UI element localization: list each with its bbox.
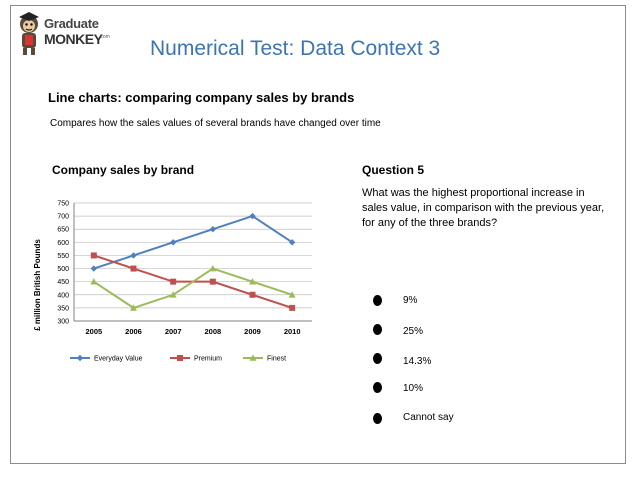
point-everyday-value-2007 xyxy=(169,239,177,246)
logo-text-graduate: Graduate xyxy=(44,16,99,31)
point-premium-2010 xyxy=(289,304,296,311)
point-premium-2008 xyxy=(209,278,216,285)
series-line-finest xyxy=(93,267,293,309)
y-tick-350: 350 xyxy=(57,305,69,312)
y-tick-550: 550 xyxy=(57,253,69,260)
point-finest-2006 xyxy=(130,304,137,311)
point-premium-2007 xyxy=(170,278,177,285)
x-tick-2010: 2010 xyxy=(284,327,301,336)
point-everyday-value-2010 xyxy=(288,239,296,246)
y-tick-700: 700 xyxy=(57,214,69,221)
point-finest-2005 xyxy=(90,278,98,285)
y-tick-650: 650 xyxy=(57,227,69,234)
option-label-5: Cannot say xyxy=(403,412,454,423)
x-tick-2009: 2009 xyxy=(244,327,261,336)
option-label-4: 10% xyxy=(403,383,424,394)
legend-label-everyday-value: Everyday Value xyxy=(94,356,143,363)
option-radio-5[interactable] xyxy=(373,413,382,424)
y-axis-label: £ million British Pounds xyxy=(33,239,42,331)
legend-label-finest: Finest xyxy=(267,356,286,363)
point-everyday-value-2005 xyxy=(90,265,98,272)
section-subheading: Compares how the sales values of several… xyxy=(50,118,381,129)
y-tick-300: 300 xyxy=(57,319,69,326)
y-tick-600: 600 xyxy=(57,240,69,247)
logo-text-monkey: MONKEY xyxy=(44,31,103,47)
y-tick-450: 450 xyxy=(57,279,69,286)
graduate-monkey-logo: Graduate MONKEY .com xyxy=(14,12,110,64)
y-tick-750: 750 xyxy=(57,201,69,208)
x-tick-labels: 2005 2006 2007 2008 2009 2010 xyxy=(85,327,300,336)
y-tick-500: 500 xyxy=(57,266,69,273)
monkey-icon xyxy=(19,12,39,55)
y-tick-labels: 300 350 400 450 500 550 600 650 700 750 xyxy=(57,201,69,326)
chart-axes xyxy=(73,203,312,322)
legend-marker-premium xyxy=(177,355,183,361)
point-everyday-value-2008 xyxy=(209,226,217,233)
option-radio-2[interactable] xyxy=(373,324,382,335)
x-tick-2006: 2006 xyxy=(125,327,142,336)
option-radio-3[interactable] xyxy=(373,353,382,364)
point-premium-2006 xyxy=(130,265,137,272)
legend-label-premium: Premium xyxy=(194,356,222,363)
section-heading: Line charts: comparing company sales by … xyxy=(48,90,355,105)
y-tick-400: 400 xyxy=(57,292,69,299)
slide-frame xyxy=(10,5,626,464)
option-label-1: 9% xyxy=(403,295,418,306)
question-title: Question 5 xyxy=(362,163,425,177)
x-tick-2005: 2005 xyxy=(85,327,102,336)
legend-marker-finest xyxy=(249,354,257,361)
point-finest-2010 xyxy=(288,291,296,298)
point-finest-2008 xyxy=(209,265,217,272)
point-premium-2009 xyxy=(249,291,256,298)
chart-legend: Everyday Value Premium Finest xyxy=(70,354,286,363)
x-tick-2008: 2008 xyxy=(204,327,221,336)
logo-text-com: .com xyxy=(99,34,110,40)
question-text: What was the highest proportional increa… xyxy=(362,187,605,229)
x-tick-2007: 2007 xyxy=(165,327,182,336)
option-radio-4[interactable] xyxy=(373,382,382,393)
point-everyday-value-2006 xyxy=(130,252,137,259)
legend-marker-everyday-value xyxy=(76,354,84,362)
point-everyday-value-2009 xyxy=(249,212,256,220)
option-label-3: 14.3% xyxy=(403,356,432,367)
page-title: Numerical Test: Data Context 3 xyxy=(150,37,441,60)
chart-grid xyxy=(74,202,312,322)
series-line-everyday-value xyxy=(93,215,293,270)
point-finest-2007 xyxy=(169,291,177,298)
option-label-2: 25% xyxy=(403,326,424,337)
point-premium-2005 xyxy=(90,252,97,259)
chart-series xyxy=(90,212,296,311)
point-finest-2009 xyxy=(249,278,256,285)
chart-title: Company sales by brand xyxy=(52,163,195,177)
option-radio-1[interactable] xyxy=(373,295,382,306)
